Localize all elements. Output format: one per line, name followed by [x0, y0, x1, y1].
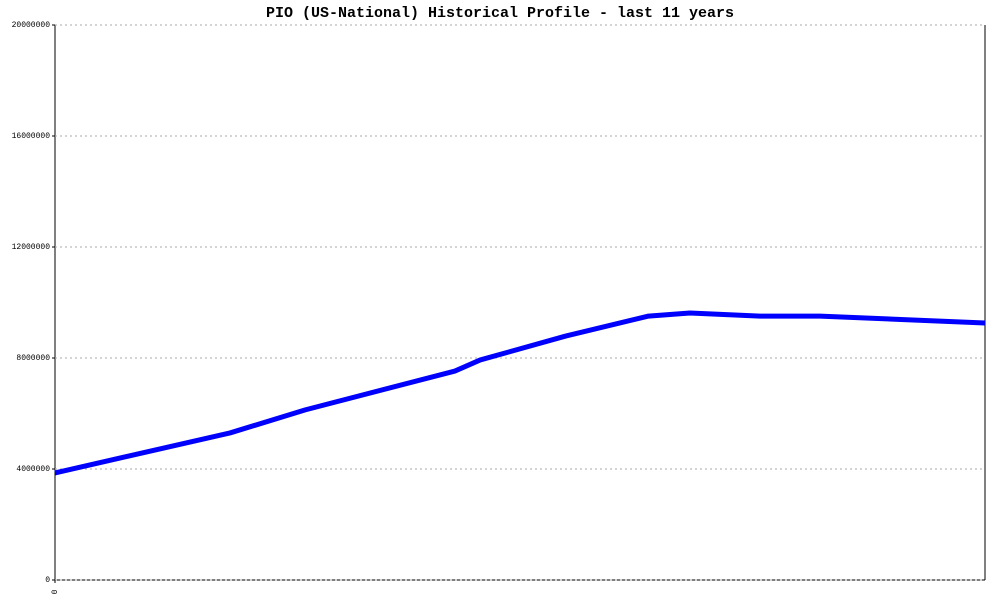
data-line — [54, 310, 986, 476]
y-tick-label: 16000000 — [12, 132, 51, 141]
y-tick-label: 0 — [45, 576, 50, 585]
y-tick-label: 12000000 — [12, 243, 51, 252]
x-tick-label: 0 — [51, 589, 60, 594]
y-tick-label: 20000000 — [12, 21, 51, 30]
y-tick-label: 8000000 — [16, 354, 50, 363]
y-tick-label: 4000000 — [16, 465, 50, 474]
chart-title: PIO (US-National) Historical Profile - l… — [266, 5, 734, 22]
